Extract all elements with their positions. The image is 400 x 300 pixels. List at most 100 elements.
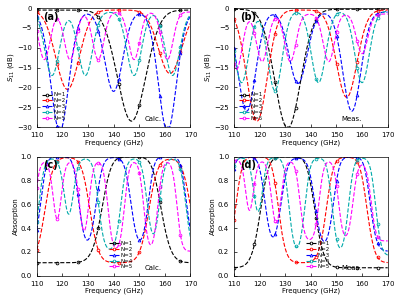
Line: N=3: N=3 bbox=[35, 155, 192, 242]
N=3 bbox=[322, 12, 327, 16]
Line: N=1: N=1 bbox=[35, 9, 192, 122]
N=2 bbox=[74, 67, 79, 70]
N=5 bbox=[34, 29, 39, 33]
N=2 bbox=[138, 11, 142, 14]
N=3 bbox=[348, 107, 352, 111]
N=1 bbox=[129, 119, 134, 123]
N=5 bbox=[150, 12, 155, 16]
N=3 bbox=[301, 68, 306, 72]
N=1 bbox=[104, 184, 109, 188]
N=5 bbox=[232, 160, 236, 163]
N=5 bbox=[348, 222, 352, 225]
N=2 bbox=[385, 8, 390, 12]
N=5 bbox=[104, 26, 109, 30]
N=5 bbox=[125, 35, 130, 38]
N=4 bbox=[385, 10, 390, 13]
N=2 bbox=[300, 8, 304, 12]
N=3 bbox=[271, 235, 276, 238]
N=3 bbox=[55, 155, 60, 159]
N=2 bbox=[255, 119, 260, 123]
N=5 bbox=[104, 192, 109, 196]
X-axis label: Frequency (GHz): Frequency (GHz) bbox=[84, 139, 143, 146]
Line: N=5: N=5 bbox=[232, 13, 389, 71]
N=5 bbox=[322, 50, 327, 53]
N=1 bbox=[322, 255, 327, 258]
N=4 bbox=[74, 172, 79, 175]
N=2 bbox=[117, 8, 122, 12]
N=3 bbox=[104, 158, 109, 161]
N=4 bbox=[334, 239, 339, 242]
N=3 bbox=[126, 33, 130, 36]
Line: N=2: N=2 bbox=[35, 9, 192, 91]
N=2 bbox=[188, 21, 193, 25]
N=4 bbox=[34, 220, 39, 224]
N=1 bbox=[385, 8, 390, 11]
N=1 bbox=[188, 261, 193, 264]
N=5 bbox=[188, 249, 193, 253]
X-axis label: Frequency (GHz): Frequency (GHz) bbox=[84, 288, 143, 294]
N=4 bbox=[188, 235, 193, 239]
N=2 bbox=[271, 38, 276, 41]
N=3 bbox=[259, 176, 264, 179]
Line: N=1: N=1 bbox=[232, 155, 389, 269]
N=5 bbox=[334, 29, 339, 33]
N=2 bbox=[65, 88, 70, 91]
N=1 bbox=[322, 9, 327, 13]
Y-axis label: $S_{11}$ (dB): $S_{11}$ (dB) bbox=[203, 53, 213, 82]
N=2 bbox=[150, 30, 155, 33]
N=1 bbox=[334, 8, 339, 11]
N=5 bbox=[301, 226, 306, 230]
Legend: N=1, N=2, N=3, N=4, N=5: N=1, N=2, N=3, N=4, N=5 bbox=[41, 92, 67, 122]
N=2 bbox=[302, 8, 306, 12]
N=4 bbox=[150, 14, 155, 17]
N=2 bbox=[232, 17, 236, 21]
Legend: N=1, N=2, N=3, N=4, N=5: N=1, N=2, N=3, N=4, N=5 bbox=[305, 240, 331, 271]
N=4 bbox=[334, 12, 339, 16]
N=5 bbox=[271, 19, 276, 22]
N=4 bbox=[348, 191, 352, 195]
N=5 bbox=[150, 240, 155, 244]
N=1 bbox=[348, 8, 352, 11]
N=2 bbox=[62, 84, 66, 88]
N=2 bbox=[302, 261, 306, 264]
N=1 bbox=[301, 160, 306, 163]
N=3 bbox=[150, 43, 155, 46]
N=3 bbox=[188, 15, 193, 18]
N=4 bbox=[150, 232, 155, 236]
Y-axis label: Absorption: Absorption bbox=[13, 197, 19, 235]
N=5 bbox=[301, 15, 306, 19]
Line: N=3: N=3 bbox=[35, 13, 192, 128]
N=4 bbox=[272, 89, 277, 92]
N=5 bbox=[34, 187, 39, 190]
N=5 bbox=[74, 178, 79, 181]
Line: N=4: N=4 bbox=[232, 10, 389, 92]
N=4 bbox=[74, 40, 79, 44]
N=1 bbox=[34, 261, 39, 265]
Text: Meas.: Meas. bbox=[342, 116, 362, 122]
N=2 bbox=[255, 155, 260, 159]
N=2 bbox=[138, 249, 142, 252]
N=2 bbox=[348, 91, 353, 94]
N=5 bbox=[42, 58, 47, 61]
N=3 bbox=[244, 155, 249, 159]
N=5 bbox=[232, 62, 236, 66]
Line: N=4: N=4 bbox=[35, 158, 192, 250]
N=5 bbox=[74, 35, 79, 38]
N=1 bbox=[104, 31, 109, 34]
N=5 bbox=[62, 174, 66, 177]
N=2 bbox=[323, 18, 328, 21]
N=5 bbox=[188, 10, 193, 14]
N=2 bbox=[126, 8, 130, 12]
N=5 bbox=[234, 68, 239, 71]
N=1 bbox=[284, 125, 288, 129]
N=3 bbox=[188, 228, 193, 232]
N=2 bbox=[34, 248, 39, 251]
N=5 bbox=[137, 172, 142, 176]
N=2 bbox=[126, 260, 130, 264]
N=1 bbox=[150, 168, 155, 172]
N=4 bbox=[322, 58, 327, 61]
N=4 bbox=[271, 156, 276, 160]
N=4 bbox=[34, 16, 39, 20]
Line: N=4: N=4 bbox=[232, 156, 389, 256]
N=3 bbox=[244, 110, 249, 113]
